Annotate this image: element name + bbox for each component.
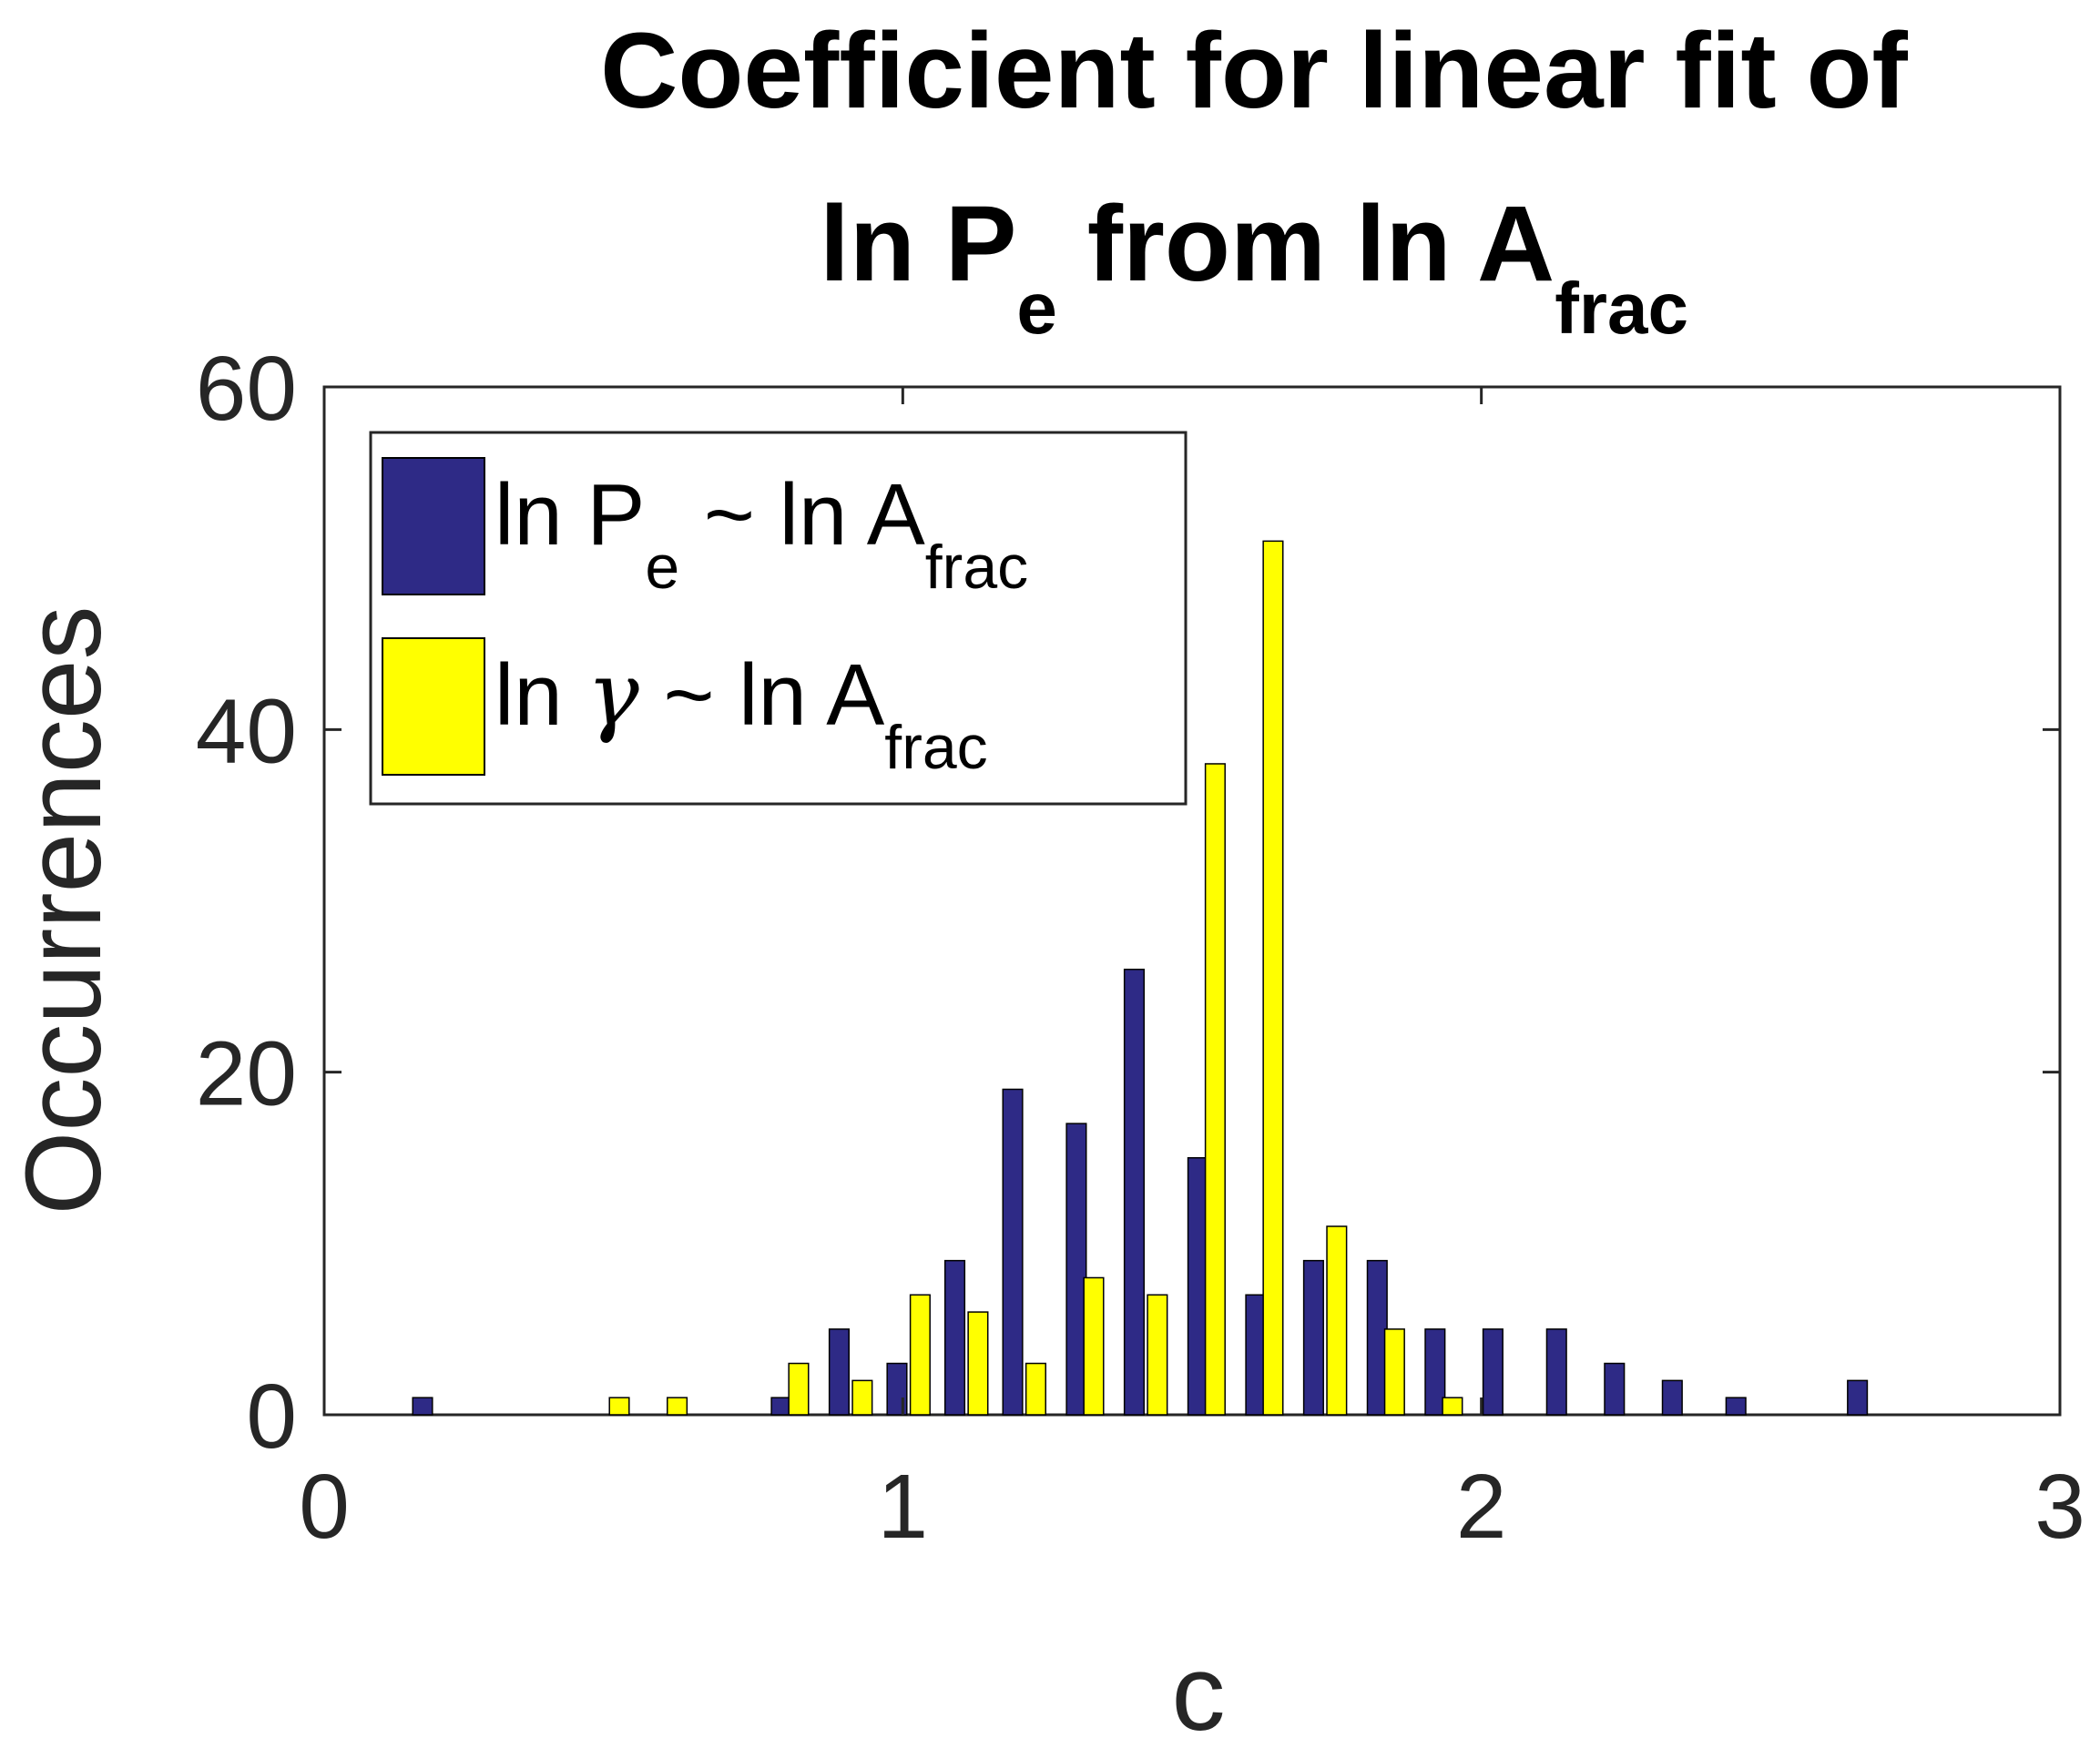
bar-series1-11 <box>1302 1259 1324 1416</box>
plot-area: 0 1 2 3 0 20 40 60 <box>196 338 2085 1558</box>
bar-series2-6 <box>967 1311 989 1416</box>
bar-series2-11 <box>1262 540 1284 1416</box>
bar-series2-10 <box>1204 763 1226 1416</box>
title-part-a: ln P <box>820 184 1016 304</box>
legend-gamma-symbol: γ <box>586 644 639 746</box>
legend-swatch-pe <box>382 457 485 595</box>
chart-title-line1: Coefficient for linear fit of <box>600 11 1908 131</box>
bar-series1-3 <box>828 1328 850 1416</box>
bar-series2-7 <box>1025 1362 1047 1416</box>
bar-series2-13 <box>1383 1328 1405 1416</box>
bar-series1-16 <box>1604 1362 1626 1416</box>
x-tick-label-1: 1 <box>878 1456 929 1558</box>
bar-series2-9 <box>1147 1294 1168 1416</box>
legend-pe-sub-e: e <box>645 533 679 602</box>
bar-series1-6 <box>1002 1088 1024 1416</box>
title-part-b: from ln A <box>1057 184 1555 304</box>
bar-series1-15 <box>1545 1328 1567 1416</box>
bar-series1-8 <box>1123 969 1146 1416</box>
legend-label-gamma: ln γ ~ ln Afrac <box>494 644 988 782</box>
legend-gamma-sub-frac: frac <box>884 713 987 782</box>
bar-series1-17 <box>1661 1379 1683 1416</box>
bar-series1-18 <box>1725 1397 1747 1416</box>
bar-series2-2 <box>667 1397 688 1416</box>
y-axis-label: Occurrences <box>4 606 124 1215</box>
bar-series2-14 <box>1442 1397 1463 1416</box>
bar-series1-7 <box>1065 1123 1087 1416</box>
y-tick-label-40: 40 <box>196 680 297 782</box>
bar-series1-1 <box>412 1397 433 1416</box>
bar-series1-19 <box>1847 1379 1869 1416</box>
legend-label-pe: ln Pe ~ ln Afrac <box>494 466 1028 602</box>
x-axis-label: c <box>1172 1633 1226 1748</box>
y-tick-label-20: 20 <box>196 1023 297 1125</box>
bar-series2-5 <box>909 1294 931 1416</box>
bar-series2-4 <box>851 1379 873 1416</box>
title-sub-frac: frac <box>1555 268 1688 349</box>
legend-pe-part-b: ~ ln A <box>679 466 925 564</box>
chart-title-line2: ln Pe from ln Afrac <box>820 184 1688 349</box>
legend-gamma-part-a: ln <box>494 646 586 744</box>
legend-swatch-gamma <box>382 637 485 776</box>
x-tick-label-0: 0 <box>299 1456 350 1558</box>
bar-series2-1 <box>608 1397 630 1416</box>
bar-series2-3 <box>788 1362 810 1416</box>
x-tick-label-2: 2 <box>1456 1456 1507 1558</box>
legend-gamma-part-b: ~ ln A <box>639 646 885 744</box>
legend-pe-part-a: ln P <box>494 466 645 564</box>
bar-series1-13 <box>1424 1328 1446 1416</box>
title-sub-e: e <box>1016 268 1057 349</box>
bar-series1-14 <box>1482 1328 1504 1416</box>
bar-series1-5 <box>943 1259 966 1416</box>
y-tick-label-60: 60 <box>196 338 297 440</box>
legend-box <box>369 431 1188 806</box>
bar-series2-12 <box>1326 1225 1348 1416</box>
legend-pe-sub-frac: frac <box>925 533 1028 602</box>
bar-series2-8 <box>1083 1276 1105 1416</box>
y-tick-label-0: 0 <box>246 1366 297 1468</box>
x-tick-label-3: 3 <box>2034 1456 2085 1558</box>
legend: ln Pe ~ ln Afrac ln γ ~ ln Afrac <box>369 431 1188 806</box>
ticks-group: 0 1 2 3 0 20 40 60 <box>196 338 2085 1558</box>
bars-group <box>412 540 1869 1416</box>
